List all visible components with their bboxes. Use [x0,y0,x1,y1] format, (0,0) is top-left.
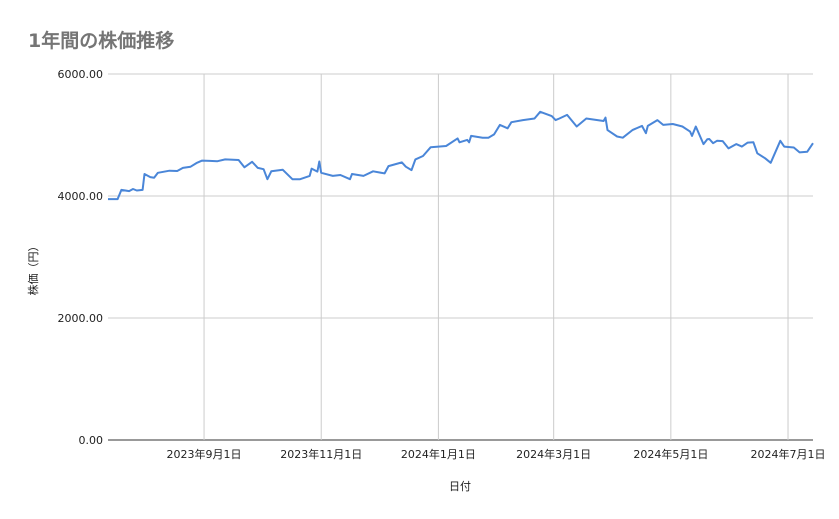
y-axis-ticks: 0.00 2000.00 4000.00 6000.00 [58,68,104,447]
x-tick-label: 2024年3月1日 [516,447,591,461]
series-line [108,110,814,201]
x-tick-label: 2024年5月1日 [633,447,708,461]
y-tick-label: 6000.00 [58,68,104,81]
gridlines [108,73,813,441]
chart-title: 1年間の株価推移 [28,30,175,52]
y-axis-label: 株価（円） [26,241,40,296]
x-tick-label: 2024年7月1日 [751,447,826,461]
x-tick-label: 2024年1月1日 [401,447,476,461]
x-axis-ticks: 2023年9月1日 2023年11月1日 2024年1月1日 2024年3月1日 202… [167,447,826,461]
x-tick-label: 2023年9月1日 [167,447,242,461]
y-tick-label: 0.00 [79,434,104,447]
y-tick-label: 4000.00 [58,190,104,203]
x-axis-label: 日付 [449,480,471,493]
y-tick-label: 2000.00 [58,312,104,325]
data-points [107,111,814,200]
x-tick-label: 2023年11月1日 [280,447,362,461]
